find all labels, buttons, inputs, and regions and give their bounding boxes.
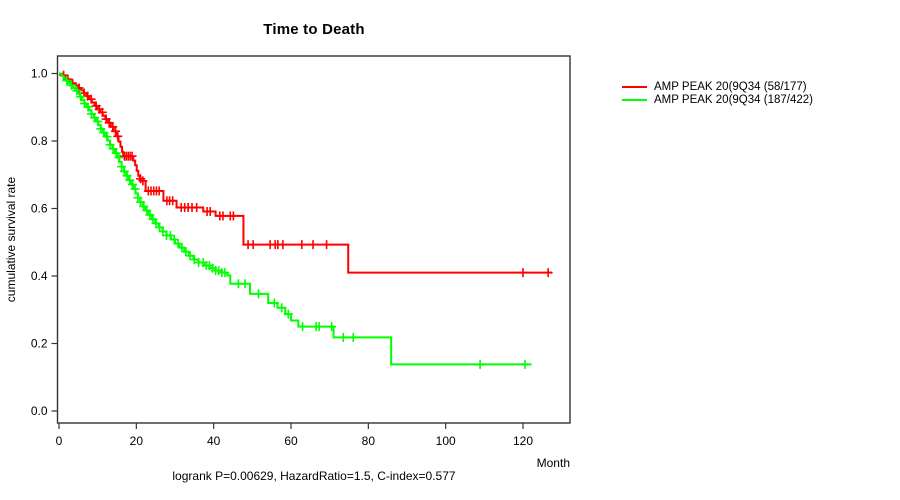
legend: AMP PEAK 20(9Q34 (58/177) AMP PEAK 20(9Q… [622,80,813,106]
y-tick-label: 0.4 [31,269,48,283]
x-tick-label: 120 [513,434,533,448]
x-tick-label: 100 [436,434,456,448]
y-tick-label: 1.0 [31,67,48,81]
legend-label-green: AMP PEAK 20(9Q34 (187/422) [654,93,813,106]
x-tick-label: 80 [362,434,376,448]
x-tick-label: 40 [207,434,221,448]
y-tick-label: 0.2 [31,337,48,351]
km-curve [59,72,532,366]
x-tick-label: 60 [284,434,298,448]
legend-label-red: AMP PEAK 20(9Q34 (58/177) [654,80,807,93]
y-tick-label: 0.0 [31,404,48,418]
km-curve [59,72,553,274]
legend-item-red: AMP PEAK 20(9Q34 (58/177) [622,80,813,93]
legend-line-red-icon [622,85,647,88]
chart-title: Time to Death [263,21,365,38]
legend-item-green: AMP PEAK 20(9Q34 (187/422) [622,93,813,106]
x-axis-title: Month [536,456,570,470]
legend-line-green-icon [622,98,647,101]
y-tick-label: 0.8 [31,134,48,148]
x-tick-label: 0 [56,434,63,448]
plot-frame [56,55,571,424]
y-axis-title: cumulative survival rate [4,176,18,302]
stats-annotation: logrank P=0.00629, HazardRatio=1.5, C-in… [172,469,456,483]
y-tick-label: 0.6 [31,202,48,216]
x-tick-label: 20 [130,434,144,448]
